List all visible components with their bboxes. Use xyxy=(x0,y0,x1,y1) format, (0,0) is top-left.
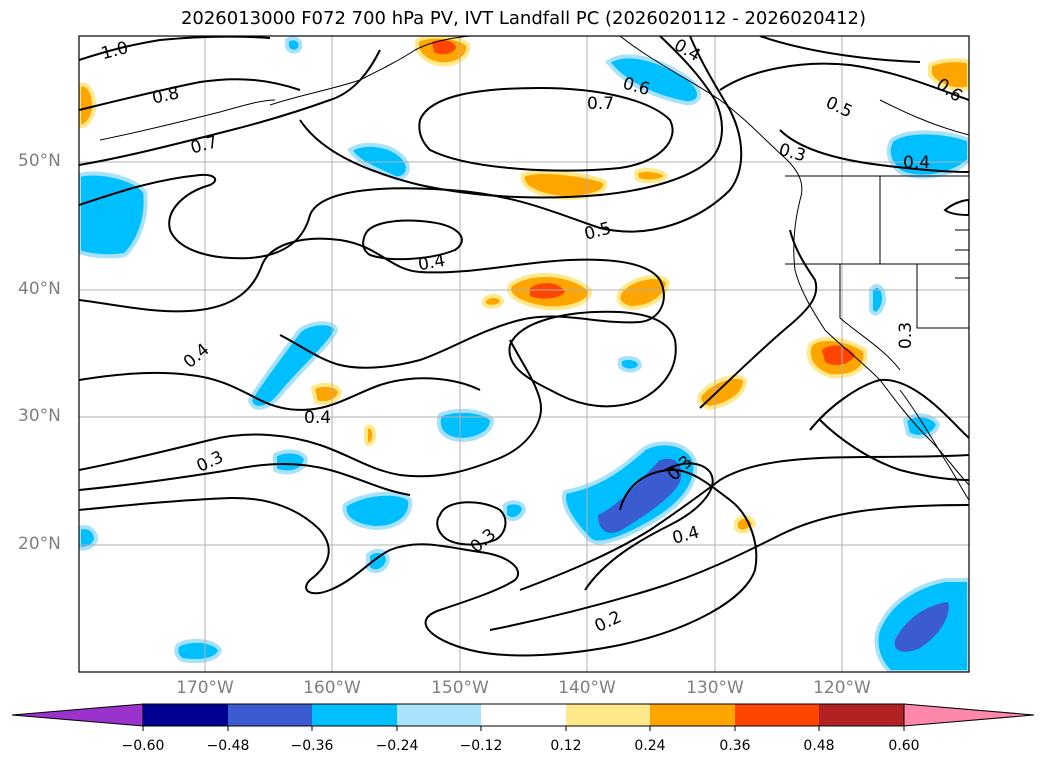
positive-anomaly-patch xyxy=(79,82,97,129)
negative-anomaly-patch xyxy=(503,500,527,522)
colorbar-segment xyxy=(143,704,228,726)
negative-anomaly-patch xyxy=(342,491,413,531)
positive-anomaly-patch xyxy=(616,275,671,311)
colorbar-segment xyxy=(735,704,819,726)
latitude-label: 40°N xyxy=(18,279,61,299)
contour-label: 0.7 xyxy=(587,94,614,114)
colorbar-segment xyxy=(650,704,735,726)
latitude-label: 30°N xyxy=(18,406,61,426)
colorbar-extend-low xyxy=(11,703,144,727)
anomaly-shading xyxy=(79,36,969,672)
colorbar-tick-label: 0.12 xyxy=(550,738,582,754)
colorbar-segment xyxy=(397,704,481,726)
colorbar-segment xyxy=(312,704,397,726)
colorbar-tick-label: −0.48 xyxy=(206,738,250,754)
negative-anomaly-patch xyxy=(605,54,701,106)
longitude-label: 160°W xyxy=(303,678,361,698)
pv-contours xyxy=(79,36,969,657)
negative-anomaly-patch xyxy=(79,525,99,551)
map-title: 2026013000 F072 700 hPa PV, IVT Landfall… xyxy=(180,8,867,29)
colorbar-tick-label: −0.60 xyxy=(121,738,165,754)
gridlines xyxy=(79,36,969,672)
positive-anomaly-patch xyxy=(734,515,757,534)
negative-anomaly-patch xyxy=(285,36,303,54)
colorbar-tick-label: 0.36 xyxy=(719,738,751,754)
negative-anomaly-patch xyxy=(273,449,309,475)
contour-label: 0.4 xyxy=(417,251,447,275)
colorbar-tick-label: 0.60 xyxy=(888,738,920,754)
negative-anomaly-patch xyxy=(247,321,339,410)
latitude-label: 20°N xyxy=(18,534,61,554)
colorbar-tick-label: 0.48 xyxy=(803,738,835,754)
strong-positive-anomaly-patch xyxy=(432,40,456,55)
longitude-label: 170°W xyxy=(176,678,234,698)
positive-anomaly-patch xyxy=(928,58,969,92)
positive-anomaly-patch xyxy=(520,170,608,201)
map-frame xyxy=(78,35,970,673)
negative-anomaly-patch xyxy=(618,356,643,373)
colorbar-tick-label: −0.36 xyxy=(290,738,334,754)
positive-anomaly-patch xyxy=(310,382,343,406)
negative-anomaly-patch xyxy=(366,548,391,574)
longitude-label: 140°W xyxy=(558,678,616,698)
negative-anomaly-patch xyxy=(902,413,941,439)
map-plot-area: 1.0 0.8 0.7 0.7 0.6 0.5 0.5 0.4 0.4 0.4 … xyxy=(79,36,969,672)
colorbar-segment xyxy=(481,704,566,726)
contour-label: 0.4 xyxy=(304,408,331,428)
colorbar xyxy=(11,703,1035,731)
strong-positive-anomaly-patch xyxy=(530,283,565,299)
negative-anomaly-patch xyxy=(869,283,887,316)
negative-anomaly-patch xyxy=(79,171,148,259)
colorbar-tick-label: 0.24 xyxy=(634,738,666,754)
contour-label: 0.3 xyxy=(896,322,916,349)
colorbar-extend-high xyxy=(903,703,1035,727)
contour-label: 0.4 xyxy=(903,153,930,173)
positive-anomaly-patch xyxy=(364,424,377,447)
longitude-label: 130°W xyxy=(686,678,744,698)
colorbar-tick-label: −0.12 xyxy=(459,738,503,754)
colorbar-segment xyxy=(228,704,312,726)
strong-negative-anomaly-patch xyxy=(598,458,682,533)
negative-anomaly-patch xyxy=(174,638,223,664)
colorbar-tick-label: −0.24 xyxy=(375,738,419,754)
latitude-label: 50°N xyxy=(18,151,61,171)
positive-anomaly-patch xyxy=(482,294,505,309)
colorbar-segment xyxy=(819,704,904,726)
longitude-label: 120°W xyxy=(813,678,871,698)
strong-negative-anomaly-patch xyxy=(894,602,949,652)
positive-anomaly-patch xyxy=(697,374,748,411)
positive-anomaly-patch xyxy=(633,167,669,184)
colorbar-segment xyxy=(566,704,650,726)
negative-anomaly-patch xyxy=(436,408,495,443)
longitude-label: 150°W xyxy=(431,678,489,698)
